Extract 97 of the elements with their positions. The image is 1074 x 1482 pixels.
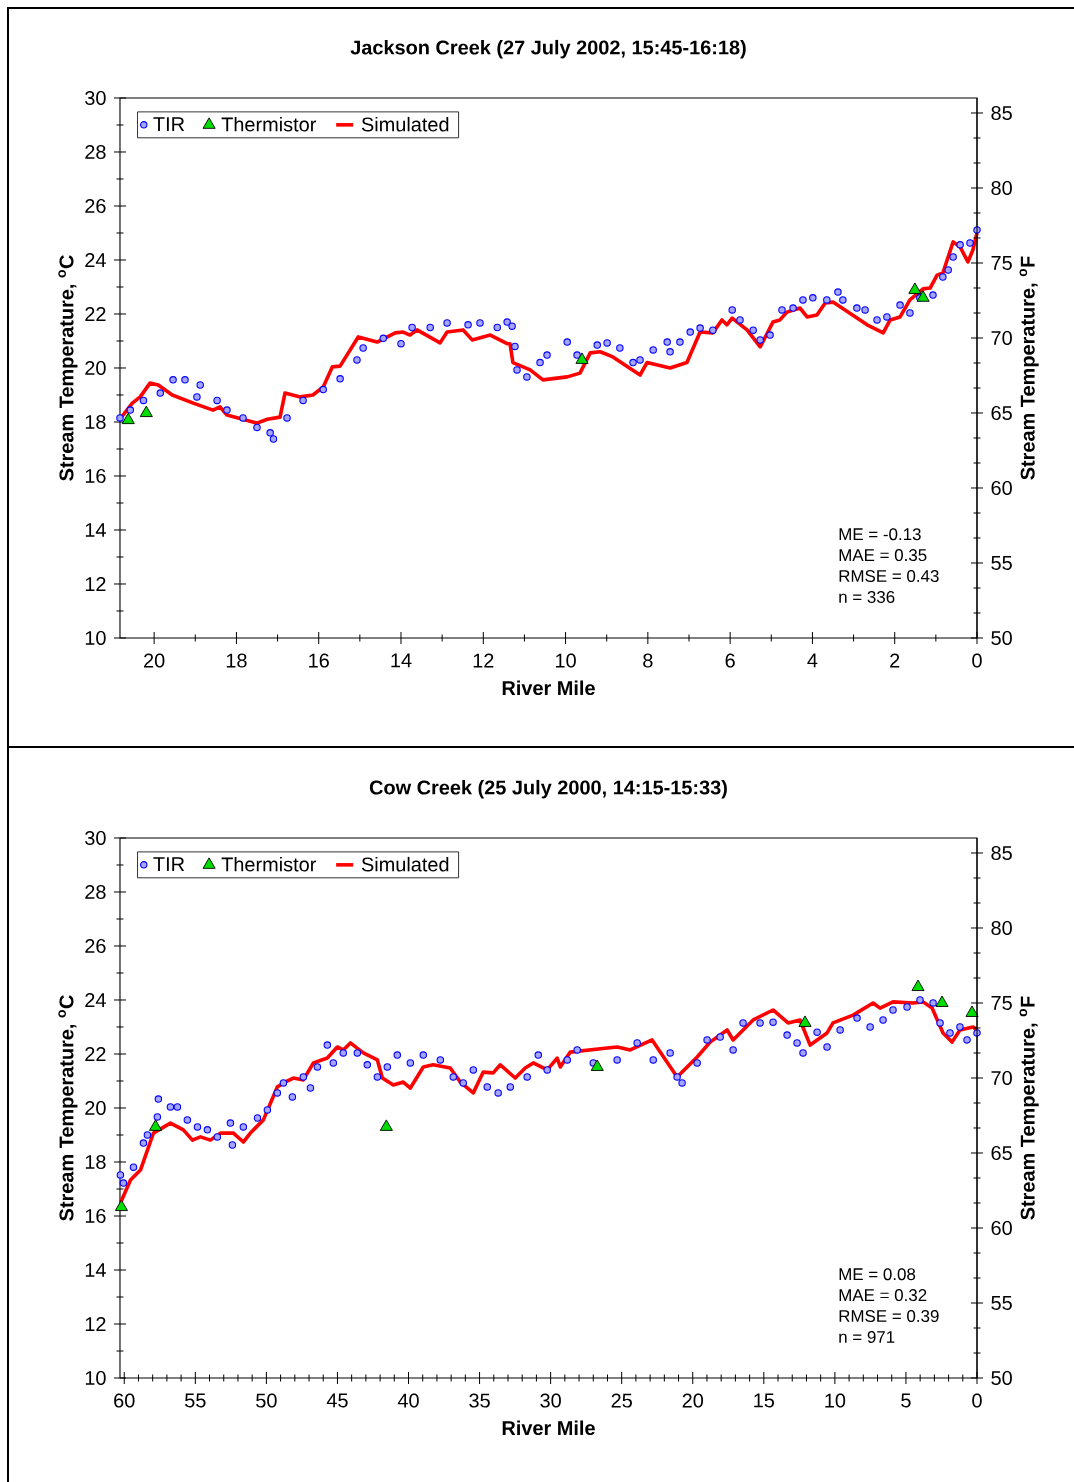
x-tick-label: 6 — [725, 653, 735, 668]
annotation: n = 336 — [839, 590, 895, 603]
point — [114, 1199, 128, 1212]
annotation: ME = 0.08 — [839, 1268, 916, 1281]
y2-tick-label: 70 — [991, 1070, 1012, 1086]
legend-label: Thermistor — [221, 856, 317, 872]
y2-tick-label: 60 — [991, 480, 1012, 496]
y-tick-label: 10 — [85, 630, 106, 646]
point — [798, 1015, 812, 1027]
annotation: MAE = 0.32 — [839, 1289, 927, 1302]
point — [121, 412, 135, 425]
y-tick-label: 14 — [85, 523, 106, 537]
y-axis-title: Stream Temperature, $^{o}$C — [58, 255, 78, 481]
y2-tick-label: 85 — [991, 845, 1012, 861]
x-tick-label: 2 — [890, 653, 900, 668]
chart-title: Cow Creek (25 July 2000, 14:15-15:33) — [369, 779, 727, 799]
x-tick-label: 35 — [469, 1393, 490, 1408]
y2-tick-label: 55 — [991, 556, 1012, 570]
x-tick-label: 5 — [901, 1393, 911, 1408]
x-tick-label: 50 — [256, 1393, 277, 1408]
point — [908, 282, 922, 294]
x-tick-label: 20 — [144, 653, 165, 668]
y2-tick-label: 70 — [991, 330, 1012, 346]
x-axis-title: River Mile — [502, 680, 595, 696]
point — [965, 1005, 979, 1017]
x-tick-label: 45 — [326, 1393, 348, 1408]
y2-tick-label: 80 — [991, 920, 1012, 936]
point — [916, 290, 930, 302]
y-tick-label: 18 — [85, 414, 106, 430]
x-tick-label: 15 — [754, 1393, 775, 1408]
y2-tick-label: 50 — [991, 1370, 1012, 1386]
point — [911, 979, 925, 991]
point — [575, 352, 589, 364]
y2-tick-label: 80 — [991, 180, 1012, 196]
y-tick-label: 30 — [85, 830, 106, 846]
y2-tick-label: 75 — [991, 256, 1012, 270]
y2-tick-label: 50 — [991, 630, 1012, 646]
y-tick-label: 20 — [85, 1100, 106, 1116]
y-tick-label: 30 — [85, 90, 106, 106]
y2-tick-label: 75 — [991, 996, 1012, 1010]
point — [590, 1059, 604, 1071]
x-tick-label: 4 — [807, 653, 818, 668]
x-tick-label: 16 — [309, 653, 329, 668]
y-tick-label: 28 — [85, 144, 106, 160]
x-tick-label: 20 — [682, 1393, 704, 1408]
y-tick-label: 18 — [85, 1154, 106, 1170]
x-tick-label: 0 — [972, 653, 982, 668]
legend-label: TIR — [153, 117, 185, 131]
y-tick-label: 16 — [85, 1208, 106, 1224]
annotation: n = 971 — [839, 1330, 895, 1343]
annotation: RMSE = 0.43 — [839, 570, 939, 583]
y-axis-title: Stream Temperature, $^{o}$C — [58, 995, 78, 1221]
x-tick-label: 30 — [540, 1393, 561, 1408]
point — [935, 995, 949, 1007]
point — [149, 1119, 163, 1131]
y-tick-label: 22 — [85, 307, 106, 321]
y-tick-label: 10 — [85, 1370, 106, 1386]
y-tick-label: 24 — [85, 993, 106, 1007]
y-tick-label: 16 — [85, 468, 106, 484]
x-tick-label: 55 — [185, 1393, 206, 1408]
annotation: MAE = 0.35 — [839, 549, 927, 562]
y-tick-label: 24 — [85, 253, 106, 267]
annotation: ME = -0.13 — [839, 528, 921, 541]
y-tick-label: 26 — [85, 938, 106, 954]
x-tick-label: 10 — [825, 1393, 846, 1408]
chart-title: Jackson Creek (27 July 2002, 15:45-16:18) — [350, 39, 746, 59]
y2-tick-label: 65 — [991, 1145, 1012, 1161]
y-tick-label: 14 — [85, 1263, 106, 1277]
x-tick-label: 14 — [391, 653, 412, 668]
x-tick-label: 60 — [114, 1393, 135, 1408]
x-tick-label: 40 — [397, 1393, 419, 1408]
x-tick-label: 10 — [556, 653, 576, 668]
point — [139, 405, 153, 418]
y-tick-label: 26 — [85, 198, 106, 214]
y-tick-label: 28 — [85, 884, 106, 900]
y2-tick-label: 85 — [991, 105, 1012, 121]
legend-label: Simulated — [361, 116, 449, 132]
x-tick-label: 25 — [611, 1393, 632, 1408]
y-tick-label: 20 — [85, 360, 106, 376]
x-axis-title: River Mile — [502, 1420, 595, 1436]
point — [379, 1119, 393, 1131]
legend-label: Thermistor — [221, 116, 317, 132]
y-tick-label: 12 — [85, 1317, 106, 1331]
y-tick-label: 12 — [85, 577, 106, 591]
y2-axis-title: Stream Temperature, $^{o}$F — [1019, 256, 1039, 480]
y2-tick-label: 65 — [991, 405, 1012, 421]
x-tick-label: 12 — [473, 653, 494, 668]
y2-tick-label: 60 — [991, 1220, 1012, 1236]
x-tick-label: 0 — [972, 1393, 982, 1408]
annotation: RMSE = 0.39 — [839, 1310, 939, 1323]
x-tick-label: 8 — [643, 653, 653, 668]
legend-label: TIR — [153, 857, 185, 871]
legend-label: Simulated — [361, 856, 449, 872]
x-tick-label: 18 — [226, 653, 247, 668]
y-tick-label: 22 — [85, 1047, 106, 1061]
y2-tick-label: 55 — [991, 1296, 1012, 1310]
y2-axis-title: Stream Temperature, $^{o}$F — [1019, 996, 1039, 1220]
